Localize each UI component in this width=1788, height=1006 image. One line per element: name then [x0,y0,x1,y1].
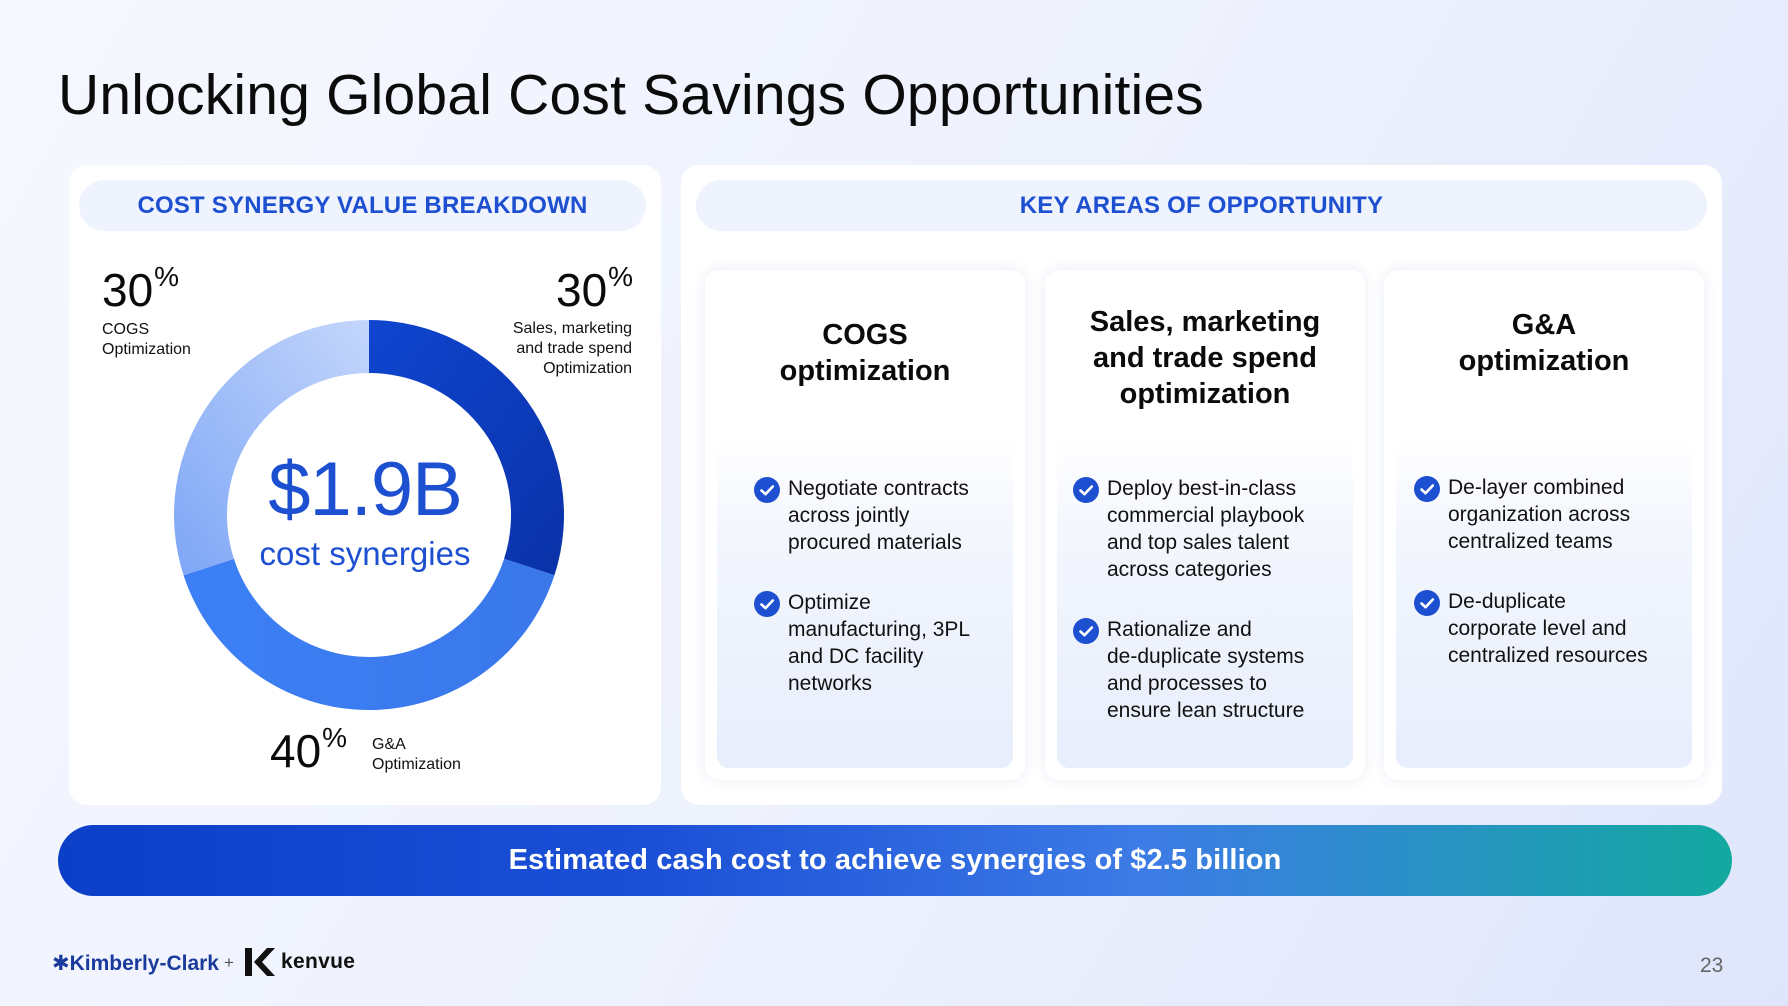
page-title: Unlocking Global Cost Savings Opportunit… [58,63,1205,127]
bullet-line: and DC facility [788,645,924,668]
card-title-line: and trade spend [1093,342,1317,374]
card-body [1057,435,1353,768]
bullet-item: Rationalize and de-duplicate systems and… [1073,616,1353,724]
bullet-line: organization across [1448,503,1631,526]
bullet-line: procured materials [788,531,962,554]
ga-segment-label: G&A Optimization [372,735,461,775]
cogs-percent-value: 30 [102,264,154,316]
cogs-percent-unit: % [154,261,180,292]
ga-percent-unit: % [322,722,348,753]
card-title: G&A optimization [1384,307,1704,379]
check-circle-icon [1073,618,1099,644]
synergy-donut-chart [174,320,564,710]
sales-percent: 30% [556,263,633,316]
sales-segment-label: Sales, marketing and trade spend Optimiz… [480,319,632,379]
ga-percent-value: 40 [270,725,322,777]
sales-label-line: Sales, marketing [512,320,632,337]
bullet-line: Optimize [788,591,871,614]
cost-synergy-header: COST SYNERGY VALUE BREAKDOWN [79,180,646,231]
bullet-line: ensure lean structure [1107,699,1305,722]
bullet-item: Negotiate contracts across jointly procu… [754,475,1013,556]
opportunity-panel: KEY AREAS OF OPPORTUNITY COGS optimizati… [681,165,1722,805]
check-circle-icon [754,591,780,617]
synergy-total-label: cost synergies [259,535,471,572]
check-circle-icon [1414,590,1440,616]
opportunity-header: KEY AREAS OF OPPORTUNITY [696,180,1707,231]
bullet-line: Negotiate contracts [788,477,969,500]
ga-label-line: G&A [372,736,406,753]
sales-percent-unit: % [608,261,634,292]
bullet-item: Optimize manufacturing, 3PL and DC facil… [754,589,1013,697]
bullet-line: manufacturing, 3PL [788,618,971,641]
bullet-line: networks [788,672,873,695]
sales-percent-value: 30 [556,264,608,316]
bullet-line: across jointly [788,504,910,527]
bullet-line: de-duplicate systems [1107,645,1305,668]
cogs-percent: 30% [102,263,179,316]
bullet-item: De-duplicate corporate level and central… [1414,588,1692,669]
bullet-line: centralized teams [1448,530,1613,553]
kimberly-clark-logo: ✱Kimberly-Clark [52,952,219,975]
ga-label-line: Optimization [372,756,461,773]
bullet-item: Deploy best-in-class commercial playbook… [1073,475,1353,583]
card-title-line: optimization [1119,378,1291,410]
card-title-line: COGS [822,319,908,351]
bullet-line: Deploy best-in-class [1107,477,1297,500]
cash-cost-banner: Estimated cash cost to achieve synergies… [58,825,1732,896]
cogs-label-line: COGS [102,321,150,338]
card-title-line: Sales, marketing [1089,306,1321,338]
logo-plus-sign: + [224,953,234,972]
check-circle-icon [1073,477,1099,503]
synergy-total-value: $1.9B [268,447,463,532]
donut-segment-ga [183,558,555,710]
sales-label-line: Optimization [543,360,632,377]
card-body [1396,435,1692,768]
bullet-line: across categories [1107,558,1272,581]
bullet-line: centralized resources [1448,644,1648,667]
bullet-line: corporate level and [1448,617,1627,640]
kenvue-k-icon [245,948,275,981]
opportunity-card-ga: G&A optimization De-layer combined organ… [1384,270,1704,780]
cogs-label-line: Optimization [102,341,191,358]
bullet-item: De-layer combined organization across ce… [1414,474,1692,555]
cogs-segment-label: COGS Optimization [102,320,191,360]
kenvue-logo: kenvue [281,950,356,973]
bullet-line: and processes to [1107,672,1267,695]
bullet-line: commercial playbook [1107,504,1305,527]
donut-segment-sales [369,320,564,576]
card-title-line: optimization [1458,345,1630,377]
check-circle-icon [754,477,780,503]
sales-label-line: and trade spend [516,340,632,357]
card-title: Sales, marketing and trade spend optimiz… [1045,304,1365,412]
page-number: 23 [1700,954,1724,977]
bullet-line: De-layer combined [1448,476,1625,499]
bullet-line: De-duplicate [1448,590,1566,613]
bullet-line: Rationalize and [1107,618,1252,641]
card-title: COGS optimization [705,317,1025,389]
bullet-line: and top sales talent [1107,531,1290,554]
check-circle-icon [1414,476,1440,502]
ga-percent: 40% [270,724,347,777]
donut-segment-cogs [174,320,369,576]
opportunity-card-cogs: COGS optimization Negotiate contracts ac… [705,270,1025,780]
card-title-line: G&A [1511,309,1577,341]
card-title-line: optimization [779,355,951,387]
opportunity-card-sales: Sales, marketing and trade spend optimiz… [1045,270,1365,780]
